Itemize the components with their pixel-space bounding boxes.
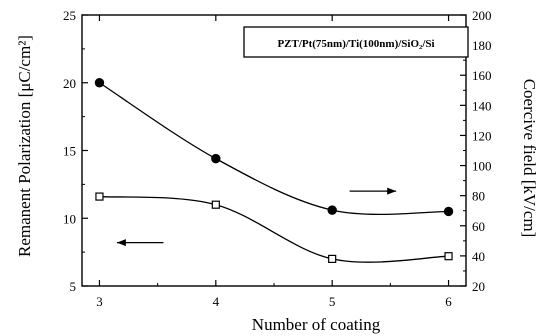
y-tick-label: 10 — [63, 211, 76, 226]
data-point-square — [328, 254, 337, 263]
y2-tick-label: 120 — [472, 128, 492, 143]
legend-annotation: PZT/Pt(75nm)/Ti(100nm)/SiO₂/Si — [277, 38, 434, 50]
x-tick-label: 5 — [329, 294, 336, 309]
data-point-circle — [211, 153, 221, 164]
arrows-layer — [116, 187, 397, 247]
y2-tick-label: 80 — [472, 189, 485, 204]
arrow-right-head — [387, 187, 397, 195]
series-layer — [94, 78, 454, 263]
x-tick-label: 4 — [213, 294, 220, 309]
data-point-square — [211, 200, 220, 209]
data-point-square — [444, 252, 453, 261]
series-line-1 — [99, 82, 449, 216]
y2-tick-label: 60 — [472, 219, 485, 234]
y2-tick-label: 200 — [472, 8, 492, 23]
y2-axis-title: Coercive field [kV/cm] — [520, 79, 539, 238]
series-line-2 — [99, 195, 449, 263]
y-tick-label: 25 — [63, 8, 76, 23]
data-point-circle — [94, 78, 105, 88]
y2-tick-label: 40 — [472, 249, 485, 264]
data-point-square — [95, 192, 104, 201]
y2-tick-label: 20 — [472, 279, 485, 294]
y2-tick-label: 140 — [472, 98, 492, 113]
legend-box: PZT/Pt(75nm)/Ti(100nm)/SiO₂/Si — [243, 26, 469, 58]
x-axis-ticks: 3 4 5 6 — [96, 15, 452, 309]
y-tick-label: 20 — [63, 76, 76, 91]
y2-tick-label: 180 — [472, 38, 492, 53]
x-axis-title: Number of coating — [252, 315, 381, 334]
data-point-circle — [327, 205, 337, 215]
right-axis-ticks: 20 40 60 80 100 120 140 160 180 200 — [460, 8, 492, 294]
y2-tick-label: 160 — [472, 68, 492, 83]
left-axis-ticks: 5 10 15 20 25 — [63, 8, 88, 294]
y-axis-title: Remanent Polarization [μC/cm²] — [15, 35, 34, 257]
x-tick-label: 3 — [96, 294, 103, 309]
x-tick-label: 6 — [445, 294, 452, 309]
y2-tick-label: 100 — [472, 159, 492, 174]
y-tick-label: 5 — [70, 279, 77, 294]
y-tick-label: 15 — [63, 144, 76, 159]
data-point-circle — [443, 206, 454, 217]
arrow-left-head — [116, 239, 126, 247]
